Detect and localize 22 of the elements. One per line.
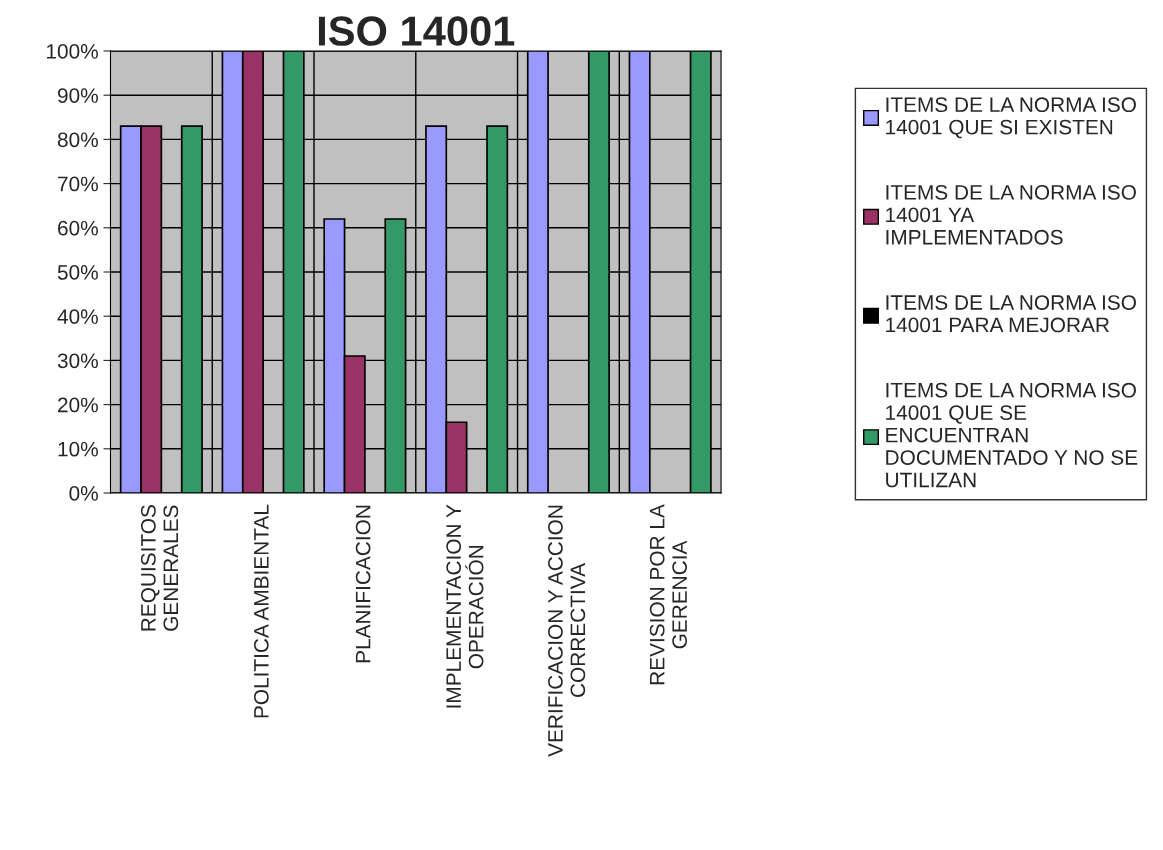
legend-label: ITEMS DE LA NORMA ISO 14001 PARA MEJORAR	[886, 295, 1136, 333]
y-tick-label: 80%	[57, 132, 98, 148]
x-tick-label: REVISION POR LA GERENCIA	[649, 504, 687, 685]
y-tick-label: 30%	[57, 353, 98, 369]
y-tick-label: 90%	[57, 88, 98, 103]
y-tick-label: 50%	[57, 265, 98, 280]
x-tick-label: IMPLEMENTACION Y OPERACIÓN	[446, 504, 484, 708]
x-tick-label: VERIFICACION Y ACCION CORRECTIVA	[548, 505, 586, 757]
legend-label: ITEMS DE LA NORMA ISO 14001 QUE SI EXISTEN	[886, 97, 1136, 139]
y-tick-label: 20%	[58, 397, 98, 413]
y-tick-label: 40%	[57, 309, 98, 324]
y-tick-label: 10%	[58, 441, 98, 457]
y-tick-label: 60%	[58, 220, 98, 236]
y-tick-label: 0%	[69, 486, 98, 501]
chart-title: ISO 14001	[318, 16, 515, 46]
y-tick-label: 100%	[46, 44, 98, 59]
x-tick-label: PLANIFICACION	[355, 505, 371, 663]
legend-label: ITEMS DE LA NORMA ISO 14001 YA IMPLEMENTADOS	[886, 184, 1136, 245]
x-tick-label: POLITICA AMBIENTAL	[253, 504, 269, 718]
x-tick-label: REQUISITOS GENERALES	[140, 505, 179, 631]
legend-label: ITEMS DE LA NORMA ISO 14001 QUE SE ENCUENTRAN DOCUMENTADO Y NO SE UTILIZAN	[886, 382, 1138, 488]
y-tick-label: 70%	[58, 176, 98, 192]
